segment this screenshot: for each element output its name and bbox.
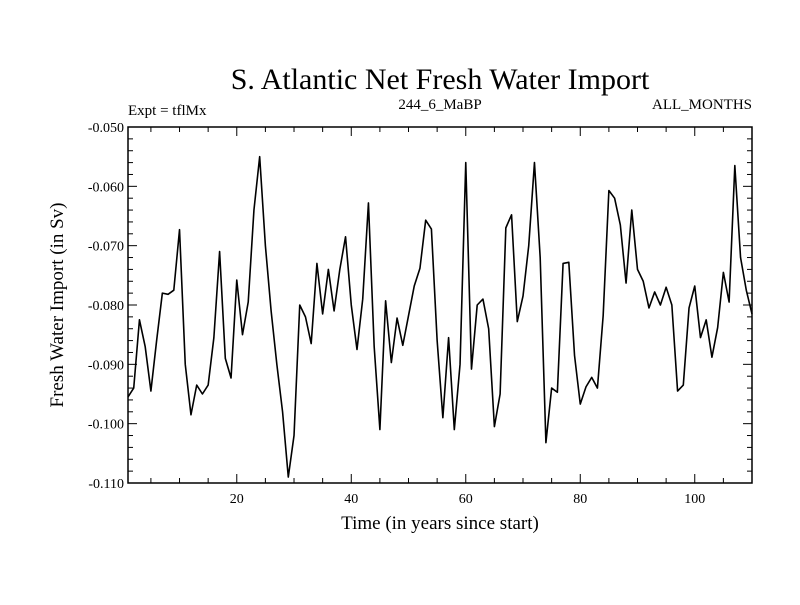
chart-title: S. Atlantic Net Fresh Water Import — [231, 63, 650, 96]
x-tick-label: 100 — [684, 492, 705, 507]
experiment-label: Expt = tflMx — [128, 103, 207, 119]
x-tick-label: 40 — [344, 492, 358, 507]
y-tick-label: -0.100 — [88, 418, 124, 433]
y-tick-label: -0.060 — [88, 180, 124, 195]
months-label: ALL_MONTHS — [652, 97, 752, 113]
run-label: 244_6_MaBP — [398, 97, 481, 113]
y-tick-label: -0.110 — [88, 477, 124, 492]
plot-frame — [127, 126, 753, 484]
series-line — [127, 155, 753, 478]
y-tick-label: -0.090 — [88, 358, 124, 373]
x-tick-label: 60 — [459, 492, 473, 507]
y-tick-label: -0.070 — [88, 240, 124, 255]
x-tick-label: 20 — [230, 492, 244, 507]
x-tick-label: 80 — [573, 492, 587, 507]
tick-labels: 20 40 60 80 100 -0.110 -0.100 -0.090 -0.080 -0.07… — [88, 121, 705, 507]
y-axis-label: Fresh Water Import (in Sv) — [47, 203, 68, 408]
axis-ticks — [128, 126, 752, 484]
y-tick-label: -0.050 — [88, 121, 124, 136]
x-axis-label: Time (in years since start) — [341, 513, 539, 534]
y-tick-label: -0.080 — [88, 299, 124, 314]
